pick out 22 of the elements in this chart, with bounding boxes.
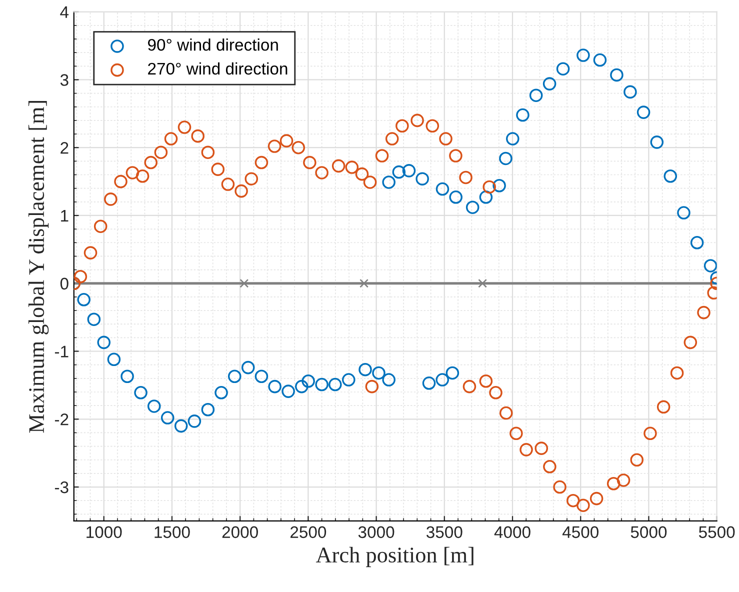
y-tick-label: 3 (60, 74, 68, 86)
y-tick-label: 0 (60, 278, 68, 290)
y-tick-label: -3 (54, 481, 68, 494)
y-tick-label: 1 (61, 210, 68, 222)
legend-label: 270° wind direction (148, 62, 288, 75)
y-axis-title: Maximum global Y displacement [m] (28, 101, 49, 433)
x-tick-label: 4500 (562, 526, 599, 538)
x-tick-label: 5000 (630, 526, 667, 538)
x-tick-label: 2500 (290, 526, 326, 538)
x-tick-label: 4000 (494, 526, 530, 538)
x-tick-label: 1500 (154, 526, 190, 538)
y-tick-label: 2 (60, 142, 68, 154)
y-tick-label: -2 (54, 414, 68, 426)
x-tick-label: 3000 (358, 526, 394, 538)
legend-label: 90° wind direction (148, 38, 278, 51)
x-tick-label: 3500 (426, 526, 462, 538)
x-axis-title: Arch position [m] (316, 546, 474, 568)
y-tick-label: -1 (54, 346, 68, 358)
y-tick-label: 4 (60, 6, 69, 18)
x-tick-label: 1000 (86, 526, 122, 538)
x-tick-label: 5500 (698, 526, 735, 538)
x-tick-label: 2000 (222, 526, 258, 538)
